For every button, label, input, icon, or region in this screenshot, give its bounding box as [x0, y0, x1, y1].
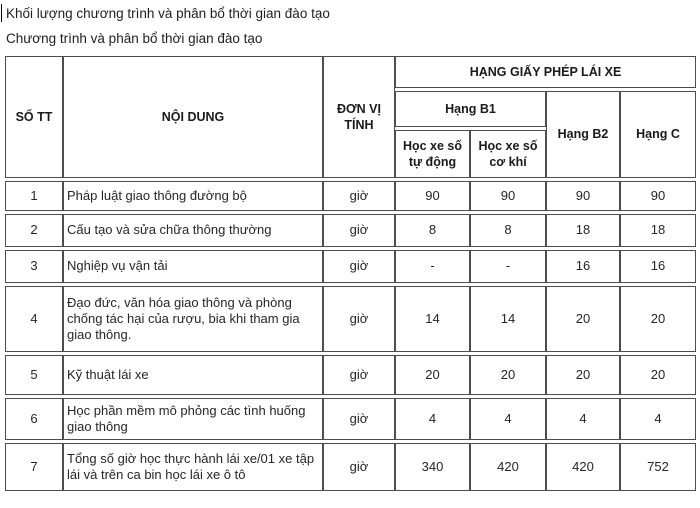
- header-b2: Hạng B2: [546, 91, 620, 178]
- cell-b1-manual: -: [470, 250, 546, 283]
- header-b1-group: Hạng B1: [395, 91, 546, 127]
- cell-stt: 3: [5, 250, 63, 283]
- cell-don-vi: giờ: [323, 398, 395, 440]
- cell-c: 90: [620, 181, 697, 211]
- table-row: 6 Học phần mềm mô phỏng các tình huống g…: [5, 398, 697, 440]
- cell-stt: 6: [5, 398, 63, 440]
- cell-c: 20: [620, 355, 697, 395]
- cell-noi-dung: Nghiệp vụ vận tải: [63, 250, 323, 283]
- cell-don-vi: giờ: [323, 355, 395, 395]
- cell-b1-auto: 340: [395, 443, 470, 491]
- header-stt: SỐ TT: [5, 56, 63, 178]
- table-row: 3 Nghiệp vụ vận tải giờ - - 16 16: [5, 250, 697, 283]
- cell-b1-manual: 8: [470, 214, 546, 247]
- cell-b2: 18: [546, 214, 620, 247]
- cell-stt: 2: [5, 214, 63, 247]
- cell-b1-manual: 14: [470, 286, 546, 352]
- header-license-group: HẠNG GIẤY PHÉP LÁI XE: [395, 56, 697, 88]
- header-row-1: SỐ TT NỘI DUNG ĐƠN VỊ TÍNH HẠNG GIẤY PHÉ…: [5, 56, 697, 178]
- cell-b1-auto: 14: [395, 286, 470, 352]
- cell-noi-dung: Cấu tạo và sửa chữa thông thường: [63, 214, 323, 247]
- cell-b1-manual: 90: [470, 181, 546, 211]
- cell-b1-auto: 90: [395, 181, 470, 211]
- table-row: 4 Đạo đức, văn hóa giao thông và phòng c…: [5, 286, 697, 352]
- cell-c: 20: [620, 286, 697, 352]
- cell-b2: 90: [546, 181, 620, 211]
- cell-don-vi: giờ: [323, 286, 395, 352]
- cell-b2: 20: [546, 355, 620, 395]
- cell-stt: 5: [5, 355, 63, 395]
- table-row: 1 Pháp luật giao thông đường bộ giờ 90 9…: [5, 181, 697, 211]
- cell-b1-manual: 4: [470, 398, 546, 440]
- table-body: 1 Pháp luật giao thông đường bộ giờ 90 9…: [5, 181, 697, 491]
- cell-c: 752: [620, 443, 697, 491]
- header-b1-manual: Học xe số cơ khí: [470, 130, 546, 178]
- cell-noi-dung: Tổng số giờ học thực hành lái xe/01 xe t…: [63, 443, 323, 491]
- cell-b1-manual: 20: [470, 355, 546, 395]
- cell-don-vi: giờ: [323, 181, 395, 211]
- table-row: 7 Tổng số giờ học thực hành lái xe/01 xe…: [5, 443, 697, 491]
- cell-noi-dung: Kỹ thuật lái xe: [63, 355, 323, 395]
- table-header: SỐ TT NỘI DUNG ĐƠN VỊ TÍNH HẠNG GIẤY PHÉ…: [5, 56, 697, 178]
- cell-b1-auto: 8: [395, 214, 470, 247]
- header-b1-auto: Học xe số tự động: [395, 130, 470, 178]
- cell-b2: 4: [546, 398, 620, 440]
- cell-b1-auto: -: [395, 250, 470, 283]
- cell-noi-dung: Học phần mềm mô phỏng các tình huống gia…: [63, 398, 323, 440]
- cell-stt: 4: [5, 286, 63, 352]
- header-c: Hạng C: [620, 91, 697, 178]
- cell-b2: 16: [546, 250, 620, 283]
- cell-don-vi: giờ: [323, 443, 395, 491]
- table-row: 2 Cấu tạo và sửa chữa thông thường giờ 8…: [5, 214, 697, 247]
- cell-b1-auto: 20: [395, 355, 470, 395]
- document-title: Khối lượng chương trình và phân bổ thời …: [6, 6, 330, 21]
- curriculum-table: SỐ TT NỘI DUNG ĐƠN VỊ TÍNH HẠNG GIẤY PHÉ…: [5, 53, 697, 494]
- text-cursor: [1, 4, 2, 22]
- header-noi-dung: NỘI DUNG: [63, 56, 323, 178]
- cell-stt: 7: [5, 443, 63, 491]
- cell-noi-dung: Đạo đức, văn hóa giao thông và phòng chố…: [63, 286, 323, 352]
- cell-don-vi: giờ: [323, 214, 395, 247]
- cell-b1-auto: 4: [395, 398, 470, 440]
- table-row: 5 Kỹ thuật lái xe giờ 20 20 20 20: [5, 355, 697, 395]
- header-row-3: Học xe số tự động Học xe số cơ khí: [5, 130, 696, 178]
- cell-b1-manual: 420: [470, 443, 546, 491]
- cell-b2: 420: [546, 443, 620, 491]
- cell-c: 18: [620, 214, 697, 247]
- header-row-2: Hạng B1 Hạng B2 Hạng C: [5, 91, 697, 178]
- cell-stt: 1: [5, 181, 63, 211]
- cell-c: 16: [620, 250, 697, 283]
- cell-don-vi: giờ: [323, 250, 395, 283]
- cell-noi-dung: Pháp luật giao thông đường bộ: [63, 181, 323, 211]
- cell-b2: 20: [546, 286, 620, 352]
- document-subtitle: Chương trình và phân bổ thời gian đào tạ…: [6, 31, 263, 46]
- cell-c: 4: [620, 398, 697, 440]
- header-don-vi-tinh: ĐƠN VỊ TÍNH: [323, 56, 395, 178]
